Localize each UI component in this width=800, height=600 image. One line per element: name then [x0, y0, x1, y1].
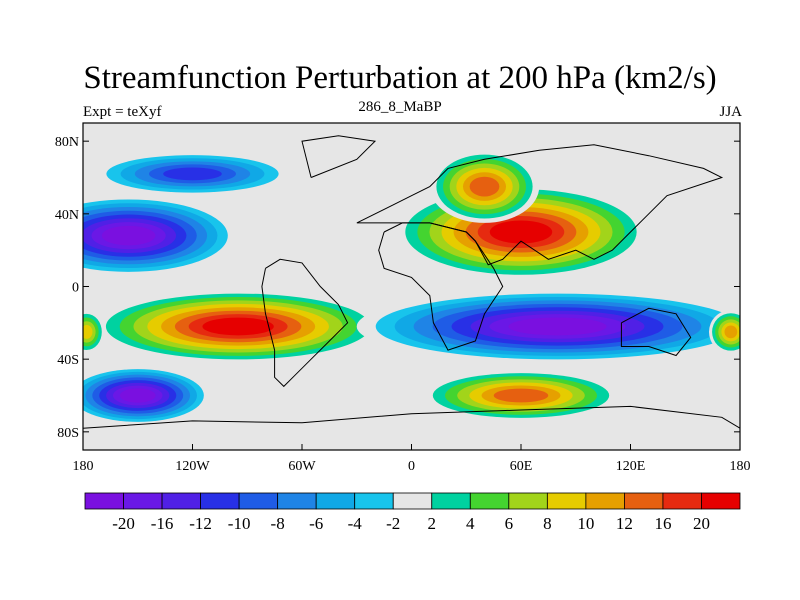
coastline-3 — [620, 307, 692, 357]
colorbar-swatch — [161, 492, 201, 510]
negative-center-indian — [508, 317, 607, 336]
lon-tick-label: 0 — [408, 459, 415, 474]
colorbar-swatch — [624, 492, 664, 510]
experiment-label: Expt = teXyf — [83, 104, 162, 120]
negative-center-natlantic — [163, 167, 222, 181]
lon-tick-label: 60E — [510, 459, 533, 474]
lon-tick-label: 120E — [616, 459, 646, 474]
colorbar: -20 -16 -12 -10 -8 -6 -4 -2 2 4 6 8 10 12 16 20 — [84, 492, 741, 533]
coastline-2 — [378, 222, 504, 351]
colorbar-label: 16 — [654, 514, 671, 533]
colorbar-swatch — [277, 492, 317, 510]
colorbar-swatch — [238, 492, 279, 510]
chart-title: Streamfunction Perturbation at 200 hPa (… — [83, 60, 717, 96]
colorbar-label: -6 — [309, 514, 323, 533]
positive-center-wpacific — [83, 324, 93, 339]
negative-center-npacific — [101, 225, 156, 246]
colorbar-label: 12 — [616, 514, 633, 533]
lat-tick-label: 40N — [55, 208, 79, 223]
lat-tick-label: 0 — [72, 281, 79, 296]
colorbar-label: 6 — [505, 514, 514, 533]
colorbar-label: 8 — [543, 514, 552, 533]
season-label: JJA — [719, 104, 742, 120]
positive-center-eurasia — [489, 220, 553, 244]
coastline-5 — [301, 135, 377, 178]
coastline-outlines — [83, 135, 740, 450]
colorbar-swatch — [84, 492, 124, 510]
coastline-4 — [83, 405, 740, 450]
colorbar-swatch — [508, 492, 548, 510]
colorbar-label: -8 — [271, 514, 285, 533]
colorbar-swatch — [469, 492, 510, 510]
lon-tick-label: 180 — [73, 459, 94, 474]
positive-center-asia-north — [469, 176, 500, 197]
colorbar-swatch — [585, 492, 625, 510]
colorbar-label: 20 — [693, 514, 710, 533]
colorbar-swatch — [315, 492, 356, 510]
colorbar-label: -16 — [151, 514, 174, 533]
lon-tick-label: 120W — [175, 459, 210, 474]
positive-center-sw — [202, 317, 274, 336]
colorbar-label: 10 — [577, 514, 594, 533]
colorbar-label: -20 — [112, 514, 135, 533]
colorbar-label: -4 — [348, 514, 363, 533]
colorbar-swatch — [546, 492, 587, 510]
coastline-0 — [261, 258, 349, 388]
colorbar-label: -10 — [228, 514, 251, 533]
negative-center-spacific — [119, 388, 156, 403]
case-label: 286_8_MaBP — [358, 99, 442, 115]
colorbar-swatch — [392, 492, 433, 510]
streamfunction-field — [83, 150, 740, 425]
colorbar-swatch — [123, 492, 163, 510]
lon-tick-label: 60W — [288, 459, 316, 474]
colorbar-label: 2 — [428, 514, 437, 533]
positive-center-sindian — [493, 388, 549, 403]
colorbar-label: -2 — [386, 514, 400, 533]
colorbar-swatch — [354, 492, 394, 510]
axis-ticks: 180 120W 60W 0 60E 120E 180 80N 40N 0 40S 80S — [55, 135, 751, 474]
colorbar-label: 4 — [466, 514, 475, 533]
lat-tick-label: 80N — [55, 135, 79, 150]
colorbar-label: -12 — [189, 514, 212, 533]
lon-tick-label: 180 — [730, 459, 751, 474]
positive-center-epacific — [724, 325, 738, 339]
lat-tick-label: 80S — [57, 426, 79, 441]
colorbar-swatch — [662, 492, 702, 510]
colorbar-swatch — [701, 492, 741, 510]
colorbar-swatch — [200, 492, 240, 510]
lat-tick-label: 40S — [57, 353, 79, 368]
colorbar-swatch — [431, 492, 471, 510]
